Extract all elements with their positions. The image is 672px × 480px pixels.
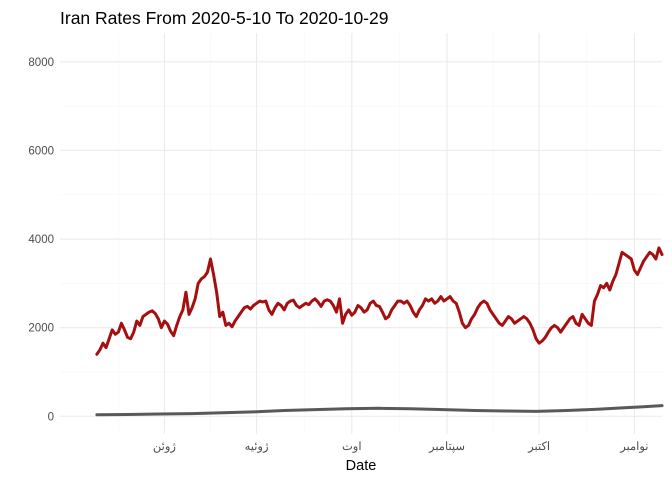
y-tick-label: 4000 bbox=[28, 234, 54, 246]
x-tick-label: نوامبر bbox=[619, 440, 648, 453]
grid bbox=[60, 33, 662, 434]
y-tick-label: 8000 bbox=[28, 57, 54, 69]
y-axis-ticks: 0 2000 4000 6000 8000 bbox=[28, 57, 54, 423]
y-tick-label: 0 bbox=[48, 411, 54, 423]
series-line-2 bbox=[95, 404, 664, 417]
x-tick-label: ژوئن bbox=[153, 441, 177, 453]
y-tick-label: 6000 bbox=[28, 145, 54, 157]
chart-title: Iran Rates From 2020-5-10 To 2020-10-29 bbox=[60, 8, 388, 28]
x-tick-label: اوت bbox=[342, 440, 362, 453]
x-axis-title: Date bbox=[346, 458, 377, 474]
x-tick-label: ژوئیه bbox=[245, 441, 269, 453]
x-tick-label: اکتبر bbox=[527, 440, 550, 453]
y-tick-label: 2000 bbox=[28, 323, 54, 335]
series-line-1 bbox=[95, 246, 664, 356]
x-axis-ticks: ژوئن ژوئیه اوت سپتامبر اکتبر نوامبر bbox=[153, 440, 649, 453]
series-layer bbox=[95, 246, 664, 417]
x-tick-label: سپتامبر bbox=[428, 440, 465, 453]
